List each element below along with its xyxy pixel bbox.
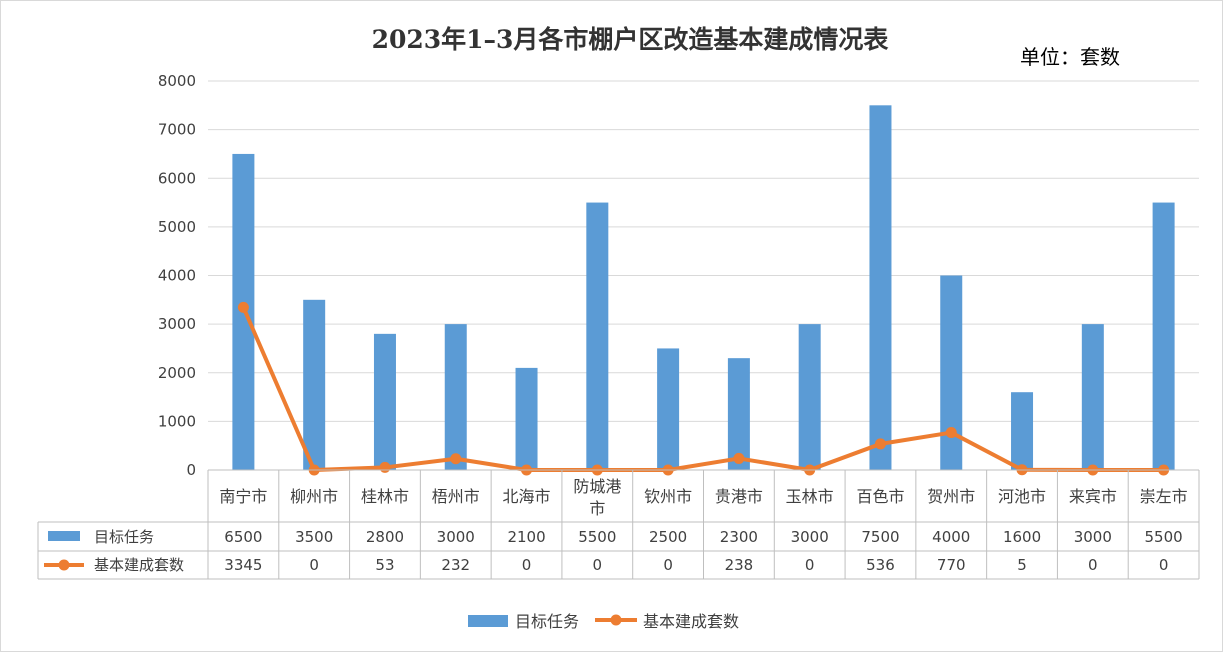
category-label: 贵港市 bbox=[715, 487, 763, 506]
legend-label: 基本建成套数 bbox=[643, 612, 739, 631]
line-point bbox=[379, 461, 391, 473]
category-label: 市 bbox=[589, 499, 605, 518]
line-point bbox=[450, 453, 462, 465]
category-label: 防城港 bbox=[573, 477, 621, 496]
y-tick-label: 0 bbox=[186, 461, 196, 479]
line-point bbox=[945, 427, 957, 439]
y-tick-label: 2000 bbox=[158, 364, 196, 382]
y-tick-label: 8000 bbox=[158, 72, 196, 90]
table-cell-value: 2500 bbox=[649, 528, 687, 546]
bar bbox=[1081, 324, 1104, 470]
chart-title: 2023年1–3月各市棚户区改造基本建成情况表 bbox=[372, 25, 890, 54]
line-point bbox=[874, 438, 886, 450]
bar bbox=[515, 367, 538, 470]
table-cell-value: 5500 bbox=[578, 528, 616, 546]
category-label: 梧州市 bbox=[432, 487, 480, 506]
category-label: 来宾市 bbox=[1069, 487, 1117, 506]
category-label: 钦州市 bbox=[644, 487, 692, 506]
table-row-header: 基本建成套数 bbox=[94, 556, 184, 574]
table-cell-value: 3345 bbox=[224, 556, 262, 574]
category-label: 南宁市 bbox=[219, 487, 267, 506]
bar bbox=[798, 324, 821, 470]
bar bbox=[657, 348, 680, 470]
bar bbox=[869, 105, 892, 470]
unit-label: 单位：套数 bbox=[1020, 45, 1120, 69]
table-cell-value: 4000 bbox=[932, 528, 970, 546]
category-label: 北海市 bbox=[503, 487, 551, 506]
y-tick-label: 7000 bbox=[158, 121, 196, 139]
bar bbox=[1152, 202, 1175, 470]
table-cell-value: 0 bbox=[309, 556, 319, 574]
bar bbox=[1011, 392, 1034, 470]
table-cell-value: 0 bbox=[522, 556, 532, 574]
line-point bbox=[237, 301, 249, 313]
table-key-bar bbox=[48, 531, 80, 541]
table-cell-value: 53 bbox=[375, 556, 394, 574]
legend-label: 目标任务 bbox=[515, 612, 579, 631]
category-label: 玉林市 bbox=[786, 487, 834, 506]
table-cell-value: 3000 bbox=[1074, 528, 1112, 546]
line-point bbox=[733, 452, 745, 464]
table-cell-value: 0 bbox=[805, 556, 815, 574]
table-cell-value: 0 bbox=[1088, 556, 1098, 574]
table-cell-value: 7500 bbox=[861, 528, 899, 546]
table-row-header: 目标任务 bbox=[94, 528, 154, 546]
table-cell-value: 536 bbox=[866, 556, 895, 574]
table-key-point bbox=[58, 559, 70, 571]
category-label: 桂林市 bbox=[361, 487, 409, 506]
table-cell-value: 3000 bbox=[791, 528, 829, 546]
y-axis-ticks: 0 1000 2000 3000 4000 5000 6000 7000 8000 bbox=[158, 72, 196, 479]
category-label: 贺州市 bbox=[927, 487, 975, 506]
bar bbox=[373, 333, 396, 470]
bar bbox=[586, 202, 609, 470]
legend: 目标任务 基本建成套数 bbox=[468, 612, 739, 631]
bar bbox=[940, 275, 963, 470]
table-cell-value: 770 bbox=[937, 556, 966, 574]
line-series bbox=[237, 301, 1170, 476]
y-tick-label: 3000 bbox=[158, 315, 196, 333]
table-cell-value: 3500 bbox=[295, 528, 333, 546]
table-cell-value: 2300 bbox=[720, 528, 758, 546]
y-tick-label: 1000 bbox=[158, 412, 196, 430]
category-label: 柳州市 bbox=[290, 487, 338, 506]
table-cell-value: 0 bbox=[663, 556, 673, 574]
table-cell-value: 2100 bbox=[507, 528, 545, 546]
category-label: 河池市 bbox=[998, 487, 1046, 506]
bar bbox=[444, 324, 467, 470]
table-cell-value: 2800 bbox=[366, 528, 404, 546]
legend-swatch-bar bbox=[468, 615, 508, 627]
line-path bbox=[241, 306, 1164, 472]
category-label: 百色市 bbox=[856, 487, 904, 506]
bar bbox=[727, 358, 750, 470]
y-tick-label: 6000 bbox=[158, 169, 196, 187]
table-cell-value: 5500 bbox=[1145, 528, 1183, 546]
table-cell-value: 1600 bbox=[1003, 528, 1041, 546]
category-label: 崇左市 bbox=[1140, 487, 1188, 506]
table-cell-value: 3000 bbox=[437, 528, 475, 546]
bar bbox=[303, 299, 326, 470]
table-cell-value: 0 bbox=[593, 556, 603, 574]
y-tick-label: 5000 bbox=[158, 218, 196, 236]
table-cell-value: 6500 bbox=[224, 528, 262, 546]
table-cell-value: 238 bbox=[725, 556, 754, 574]
table-cell-value: 232 bbox=[441, 556, 470, 574]
y-tick-label: 4000 bbox=[158, 267, 196, 285]
legend-swatch-point bbox=[610, 614, 622, 626]
table-cell-value: 5 bbox=[1017, 556, 1027, 574]
table-cell-value: 0 bbox=[1159, 556, 1169, 574]
